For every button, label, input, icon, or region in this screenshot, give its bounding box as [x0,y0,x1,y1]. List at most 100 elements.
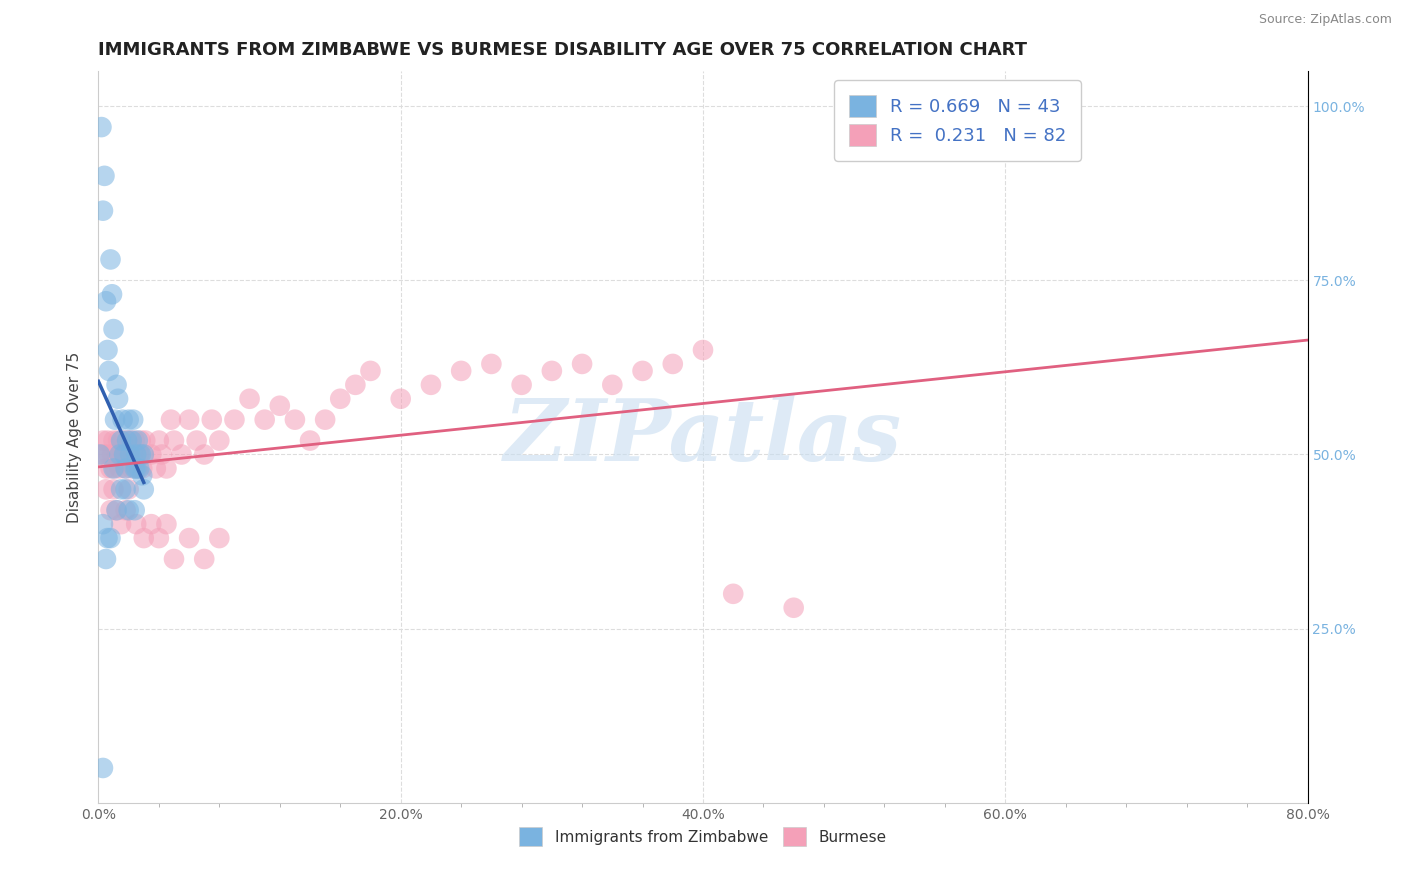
Point [129,448,152,462]
Point [112,448,135,462]
Point [148,434,170,448]
Point [132,483,155,497]
Point [150,448,173,462]
Point [120,448,142,462]
Point [602,377,624,392]
Point [96,531,118,545]
Point [723,587,745,601]
Point [124,461,146,475]
Point [89,448,111,462]
Point [105,377,128,392]
Point [155,517,177,532]
Point [510,377,533,392]
Point [98,448,121,462]
Point [105,448,128,462]
Point [124,434,146,448]
Point [170,448,193,462]
Point [163,434,186,448]
Point [105,503,128,517]
Point [114,461,136,475]
Point [360,364,382,378]
Point [141,517,163,532]
Point [103,461,125,475]
Point [179,531,201,545]
Point [132,531,155,545]
Point [110,434,132,448]
Point [100,461,122,475]
Point [118,483,141,497]
Point [163,552,186,566]
Point [179,412,201,426]
Point [91,761,114,775]
Point [96,434,118,448]
Point [284,412,307,426]
Point [114,503,136,517]
Point [120,434,142,448]
Point [104,412,127,426]
Point [96,343,118,357]
Point [125,517,148,532]
Point [103,322,125,336]
Text: IMMIGRANTS FROM ZIMBABWE VS BURMESE DISABILITY AGE OVER 75 CORRELATION CHART: IMMIGRANTS FROM ZIMBABWE VS BURMESE DISA… [98,41,1028,59]
Point [93,169,115,183]
Point [100,503,122,517]
Point [145,461,167,475]
Point [186,434,208,448]
Point [132,448,155,462]
Point [90,448,112,462]
Point [420,377,443,392]
Point [571,357,593,371]
Point [141,448,163,462]
Point [193,448,215,462]
Point [314,412,336,426]
Point [344,377,367,392]
Point [114,461,136,475]
Point [100,531,122,545]
Point [91,517,114,532]
Point [112,448,135,462]
Legend: Immigrants from Zimbabwe, Burmese: Immigrants from Zimbabwe, Burmese [512,820,894,854]
Point [148,531,170,545]
Point [98,364,121,378]
Point [124,503,146,517]
Point [111,412,134,426]
Point [450,364,472,378]
Point [253,412,276,426]
Point [540,364,562,378]
Point [110,517,132,532]
Point [129,434,152,448]
Point [155,461,177,475]
Point [108,448,131,462]
Point [128,461,150,475]
Point [208,434,231,448]
Point [631,364,654,378]
Point [239,392,262,406]
Point [125,448,148,462]
Point [115,434,138,448]
Point [93,448,115,462]
Point [110,483,132,497]
Point [108,461,131,475]
Point [94,461,117,475]
Point [128,448,150,462]
Y-axis label: Disability Age Over 75: Disability Age Over 75 [67,351,83,523]
Point [111,434,134,448]
Point [121,434,143,448]
Point [127,434,149,448]
Point [114,483,136,497]
Point [115,434,138,448]
Point [329,392,352,406]
Point [269,399,291,413]
Point [121,461,143,475]
Point [118,412,141,426]
Point [132,448,155,462]
Point [131,461,153,475]
Point [783,600,806,615]
Point [692,343,714,357]
Point [90,120,112,134]
Point [103,483,125,497]
Point [104,461,127,475]
Point [131,468,153,483]
Point [224,412,246,426]
Point [91,434,114,448]
